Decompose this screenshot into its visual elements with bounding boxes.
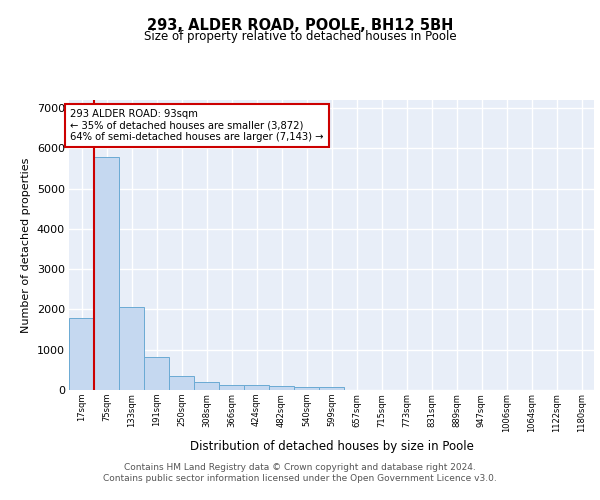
Bar <box>94 157 119 390</box>
Text: Contains HM Land Registry data © Crown copyright and database right 2024.: Contains HM Land Registry data © Crown c… <box>124 462 476 471</box>
Text: 293 ALDER ROAD: 93sqm
← 35% of detached houses are smaller (3,872)
64% of semi-d: 293 ALDER ROAD: 93sqm ← 35% of detached … <box>70 109 324 142</box>
Bar <box>169 376 194 390</box>
Y-axis label: Number of detached properties: Number of detached properties <box>21 158 31 332</box>
Bar <box>144 357 169 390</box>
Bar <box>319 387 344 390</box>
Bar <box>119 307 144 390</box>
Bar <box>244 385 269 390</box>
Bar <box>269 386 294 390</box>
Text: Size of property relative to detached houses in Poole: Size of property relative to detached ho… <box>143 30 457 43</box>
Text: 293, ALDER ROAD, POOLE, BH12 5BH: 293, ALDER ROAD, POOLE, BH12 5BH <box>147 18 453 32</box>
Text: Contains public sector information licensed under the Open Government Licence v3: Contains public sector information licen… <box>103 474 497 483</box>
Bar <box>294 387 319 390</box>
Bar <box>69 318 94 390</box>
X-axis label: Distribution of detached houses by size in Poole: Distribution of detached houses by size … <box>190 440 473 453</box>
Bar <box>194 382 219 390</box>
Bar <box>219 385 244 390</box>
